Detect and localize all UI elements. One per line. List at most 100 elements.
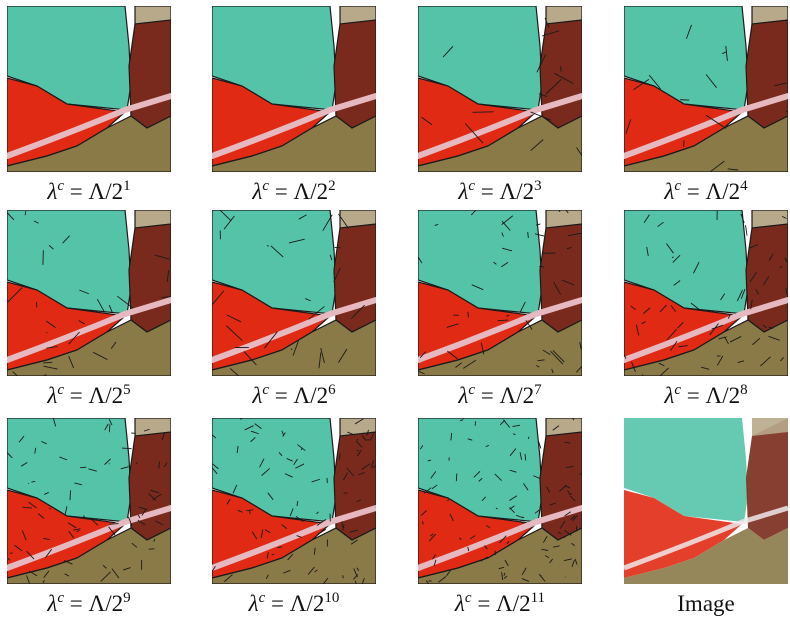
olive-field [7,527,171,584]
segment-boundary [471,284,484,291]
segment-boundary [460,419,464,422]
olive-field [418,527,582,584]
segment-boundary [356,438,359,441]
segment-boundary [42,580,45,583]
segment-boundary [711,324,723,330]
segment-boundary [237,509,243,513]
segment-boundary [678,345,688,348]
segment-boundary [669,340,678,352]
segment-boundary [480,556,488,562]
segment-boundary [296,501,299,507]
segment-boundary [223,215,235,230]
segment-boundary [74,482,83,486]
segment-boundary [427,459,432,462]
tan-corner [751,210,788,229]
tan-corner [134,6,171,25]
segment-boundary [320,347,325,363]
segment-boundary [564,441,571,444]
segment-boundary [545,79,562,95]
segment-boundary [752,337,761,346]
segment-boundary [22,506,32,509]
segment-boundary [68,355,74,369]
segment-boundary [314,569,318,573]
segment-boundary [141,508,147,516]
segment-boundary [284,473,293,478]
segment-boundary [459,537,462,541]
segment-boundary [498,566,505,570]
segment-boundary [342,524,345,531]
segment-boundary [527,436,530,439]
segment-boundary [250,430,259,435]
segment-boundary [31,480,36,483]
segment-boundary [43,570,50,578]
segment-boundary [725,45,728,61]
segment-boundary [779,266,783,269]
segment-boundary [232,484,238,494]
segment-boundary [552,350,565,363]
olive-field [418,115,582,172]
segment-boundary [358,472,366,476]
segment-boundary [226,498,231,505]
segment-boundary [553,281,561,295]
segment-boundary [111,568,120,579]
segment-boundary [478,477,483,482]
segment-boundary [420,510,427,516]
tan-corner [545,210,582,229]
segment-boundary [563,558,572,562]
segment-boundary [785,110,788,113]
segment-boundary [486,525,491,528]
segment-boundary [428,533,436,542]
segment-boundary [108,419,113,426]
segment-boundary [558,484,567,492]
segment-boundary [481,496,486,502]
segment-boundary [768,253,774,261]
segment-boundary [552,425,560,431]
segment-boundary [512,424,521,427]
segment-boundary [576,147,582,157]
segment-boundary [117,295,134,309]
segment-boundary [536,54,546,73]
segment-boundary [419,351,426,358]
segment-boundary [295,463,305,469]
segment-boundary [625,119,632,134]
segment-boundary [226,325,243,341]
panel-caption: λc = Λ/29 [47,590,131,617]
segment-boundary [288,238,305,244]
segment-boundary [349,529,358,533]
segment-boundary [135,462,138,465]
segment-boundary [12,371,19,376]
segment-boundary [432,554,436,560]
segment-boundary [749,271,757,283]
segment-boundary [657,221,664,227]
segment-boundary [509,505,515,510]
segment-boundary [166,270,170,282]
segment-boundary [521,578,530,582]
segment-boundary [499,419,506,426]
segment-boundary [718,336,727,340]
segment-boundary [307,566,315,575]
segment-boundary [538,573,546,582]
segment-boundary [564,511,571,517]
segment-boundary [354,580,357,584]
segment-boundary [544,17,550,28]
olive-field [418,319,582,376]
segment-boundary [131,542,138,548]
segment-boundary [567,232,582,237]
segmentation-map [212,418,376,584]
segment-boundary [480,342,485,355]
segment-boundary [88,468,97,472]
segment-boundary [96,298,105,313]
olive-field [624,115,788,172]
segment-boundary [338,453,341,460]
segment-boundary [467,438,473,441]
segment-boundary [768,335,780,341]
segment-boundary [298,214,307,220]
olive-field [624,319,788,376]
segment-boundary [251,531,258,540]
segment-boundary [43,537,50,541]
segment-boundary [243,351,257,366]
segment-boundary [541,548,549,551]
segment-boundary [533,475,541,479]
segment-boundary [322,577,329,584]
segment-boundary [455,362,462,368]
